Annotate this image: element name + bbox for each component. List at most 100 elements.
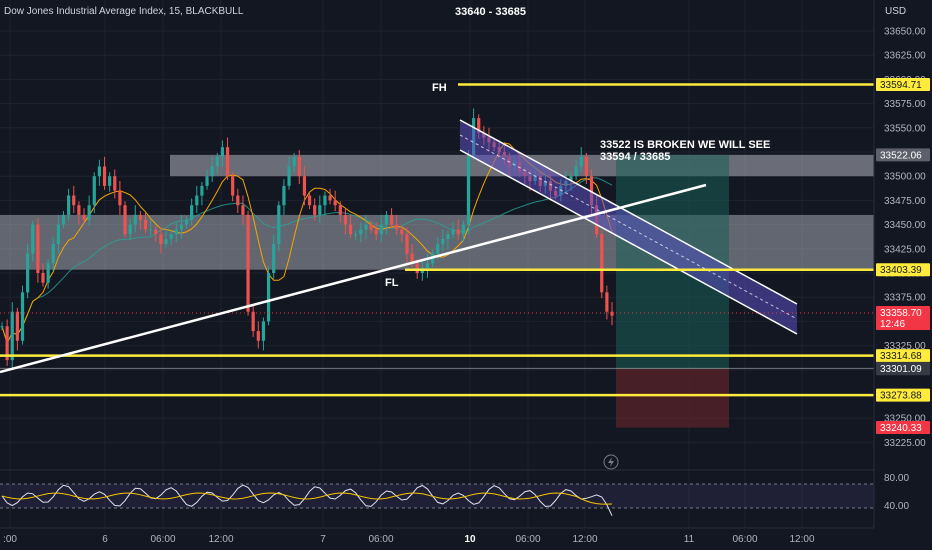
candle-body: [20, 292, 25, 341]
candle-body: [77, 205, 81, 215]
time-tick-label: 12:00: [572, 534, 597, 545]
candle-body: [384, 214, 389, 225]
candle-body: [102, 166, 107, 186]
time-tick-label: :00: [3, 534, 17, 545]
time-tick-label: 11: [684, 534, 695, 545]
price-tick-label: 33500.00: [884, 172, 926, 183]
candle-body: [461, 224, 465, 235]
candle-body: [354, 234, 358, 236]
candle-body: [287, 166, 291, 186]
price-badge-label: 33301.09: [880, 364, 922, 375]
candle-body: [261, 321, 266, 341]
candle-body: [51, 243, 55, 264]
price-tick-label: 33425.00: [884, 244, 926, 255]
oscillator-signal-line: [1, 492, 613, 505]
candle-body: [282, 185, 286, 206]
time-tick-label: 06:00: [150, 534, 175, 545]
candle-body: [174, 229, 178, 235]
time-axis[interactable]: :00 6 06:00 12:00 7 06:00 10 06:00 12:00 11 06:00 1…: [0, 527, 874, 545]
candle-body: [379, 224, 383, 235]
rising-trendline[interactable]: [0, 183, 707, 374]
price-tick-label: 33450.00: [884, 220, 926, 231]
channel-lower-line[interactable]: [459, 149, 798, 335]
candle-body: [389, 214, 394, 225]
slow-moving-average-line: [1, 177, 613, 345]
position-stop-zone[interactable]: [616, 368, 729, 428]
candle-body: [92, 176, 96, 206]
price-channel[interactable]: [459, 119, 798, 335]
channel-upper-line[interactable]: [459, 119, 798, 305]
candle-body: [297, 156, 301, 177]
price-badge-label: 33273.88: [880, 391, 922, 402]
candle-body: [0, 326, 4, 328]
candle-body: [574, 166, 578, 177]
candle-body: [5, 326, 9, 361]
candle-body: [395, 224, 399, 230]
fast-moving-average-line: [1, 142, 613, 345]
candle-body: [241, 205, 245, 215]
time-tick-label: 12:00: [789, 534, 814, 545]
horizontal-levels[interactable]: [0, 83, 874, 397]
candle-body: [410, 253, 414, 264]
candle-body: [56, 224, 60, 244]
candle-body: [164, 239, 168, 244]
candle-body: [46, 263, 50, 283]
oscillator-tick-label: 80.00: [884, 473, 909, 484]
candle-body: [610, 311, 614, 316]
candle-body: [15, 311, 19, 341]
candle-body: [154, 229, 158, 235]
candle-body: [456, 229, 460, 235]
oscillator-pane: [0, 469, 874, 516]
price-tick-label: 33575.00: [884, 99, 926, 110]
fh-label: FH: [432, 82, 447, 94]
candle-body: [323, 195, 327, 206]
candle-body: [584, 156, 588, 177]
trendline[interactable]: [0, 183, 707, 374]
candle-body: [123, 205, 127, 235]
candle-body: [605, 292, 609, 312]
price-tick-label: 33250.00: [884, 414, 926, 425]
candle-body: [266, 273, 271, 322]
candle-body: [569, 176, 573, 182]
candle-body: [169, 234, 173, 240]
candle-body: [143, 219, 148, 230]
candle-body: [272, 243, 276, 273]
candle-body: [113, 176, 117, 191]
candle-body: [348, 224, 353, 235]
candle-body: [441, 239, 445, 244]
candle-body: [579, 156, 583, 167]
price-tick-label: 33325.00: [884, 341, 926, 352]
price-badge-label: 33314.68: [880, 351, 922, 362]
price-tick-label: 33625.00: [884, 51, 926, 62]
price-axis[interactable]: USD33650.0033625.0033600.0033575.0033550…: [873, 0, 932, 528]
candle-body: [364, 224, 368, 230]
candle-body: [231, 176, 235, 196]
candle-body: [128, 224, 132, 235]
header-note: 33640 - 33685: [455, 6, 526, 18]
fl-label: FL: [385, 277, 399, 289]
candle-body: [333, 200, 337, 206]
price-badge-label: 33403.39: [880, 265, 922, 276]
time-tick-label: 6: [102, 534, 108, 545]
candle-body: [87, 205, 91, 220]
currency-label: USD: [885, 6, 906, 17]
time-tick-label: 7: [320, 534, 326, 545]
candle-body: [61, 214, 66, 225]
price-badge-label: 33594.71: [880, 80, 922, 91]
analysis-note-line-1: 33522 IS BROKEN WE WILL SEE: [600, 139, 770, 151]
candle-body: [108, 176, 112, 186]
candle-body: [138, 214, 143, 220]
position-tool[interactable]: [616, 154, 729, 428]
candle-body: [159, 234, 163, 244]
candle-body: [400, 229, 404, 235]
candle-body: [215, 156, 219, 167]
candle-body: [179, 224, 184, 230]
candle-body: [36, 224, 40, 273]
candle-body: [292, 156, 296, 167]
candle-body: [302, 176, 307, 196]
price-badge: [876, 305, 930, 330]
candle-body: [26, 253, 30, 293]
